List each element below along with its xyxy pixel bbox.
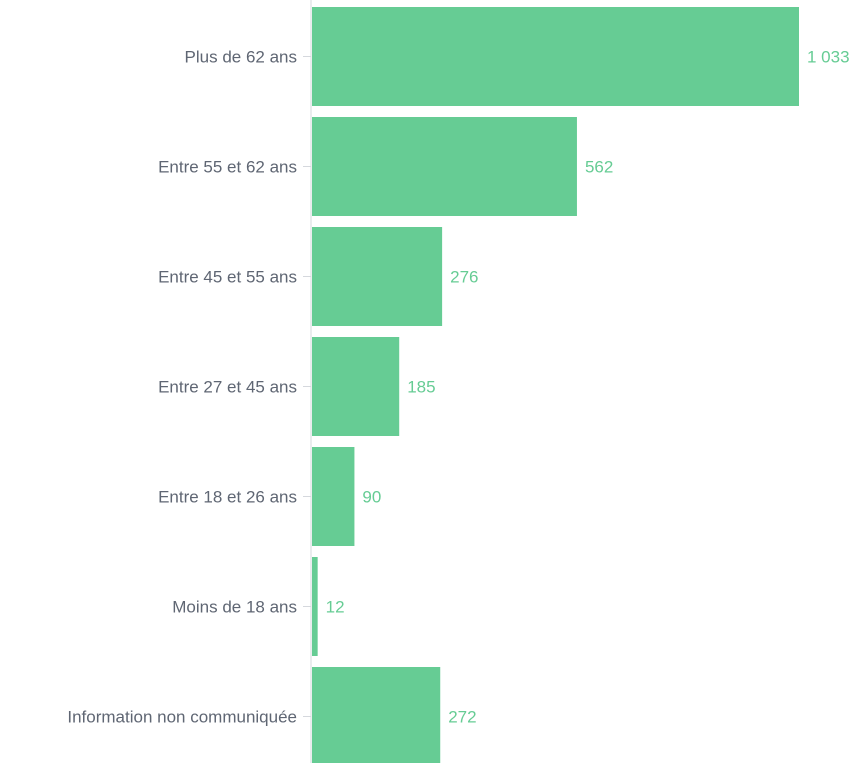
value-label: 185 xyxy=(407,378,435,397)
bar xyxy=(312,227,443,326)
value-label: 276 xyxy=(450,268,478,287)
bars-group xyxy=(312,7,799,763)
category-label: Entre 55 et 62 ans xyxy=(158,158,297,177)
category-labels-group: Plus de 62 ans Entre 55 et 62 ans Entre 45… xyxy=(67,48,311,727)
value-label: 90 xyxy=(362,488,381,507)
value-labels-group: 1 033 562 276 185 90 12 272 xyxy=(326,48,850,727)
category-label: Entre 27 et 45 ans xyxy=(158,378,297,397)
bar xyxy=(312,447,355,546)
category-label: Plus de 62 ans xyxy=(185,48,297,67)
bar xyxy=(312,667,441,763)
value-label: 12 xyxy=(326,598,345,617)
category-label: Entre 18 et 26 ans xyxy=(158,488,297,507)
value-label: 562 xyxy=(585,158,613,177)
bar xyxy=(312,117,577,216)
value-label: 272 xyxy=(448,708,476,727)
bar xyxy=(312,337,400,436)
value-label: 1 033 xyxy=(807,48,850,67)
category-label: Moins de 18 ans xyxy=(172,598,297,617)
category-label: Information non communiquée xyxy=(67,708,297,727)
bar xyxy=(312,7,799,106)
bar xyxy=(312,557,318,656)
category-label: Entre 45 et 55 ans xyxy=(158,268,297,287)
